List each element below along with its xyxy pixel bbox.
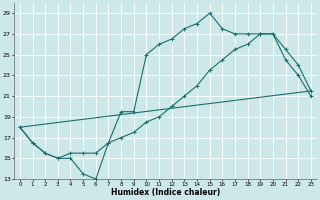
X-axis label: Humidex (Indice chaleur): Humidex (Indice chaleur)	[111, 188, 220, 197]
